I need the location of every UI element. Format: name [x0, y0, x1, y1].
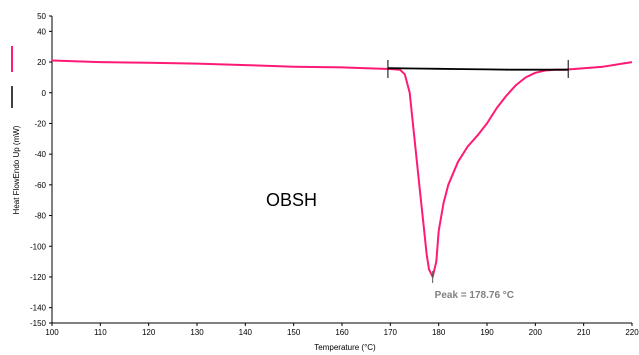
x-tick-label: 200 [529, 328, 543, 337]
y-tick-label: 50 [37, 12, 46, 21]
y-tick-label: -100 [30, 242, 47, 251]
x-tick-label: 190 [480, 328, 494, 337]
series-group [51, 59, 633, 278]
y-tick-label: -150 [30, 319, 47, 328]
x-tick-label: 100 [45, 328, 59, 337]
y-tick-label: -40 [34, 150, 46, 159]
x-tick-label: 180 [432, 328, 446, 337]
y-tick-label: -80 [34, 212, 46, 221]
x-tick-label: 120 [142, 328, 156, 337]
series-line-2 [387, 67, 569, 71]
x-tick-label: 160 [335, 328, 349, 337]
x-tick-label: 140 [239, 328, 253, 337]
sample-label: OBSH [266, 190, 317, 210]
y-tick-label: -20 [34, 119, 46, 128]
y-axis-title: Heat FlowEndo Up (mW) [12, 125, 21, 214]
x-tick-label: 130 [190, 328, 204, 337]
y-tick-label: -140 [30, 304, 47, 313]
x-tick-label: 150 [287, 328, 301, 337]
series-line-1 [51, 59, 633, 278]
x-tick-label: 210 [577, 328, 591, 337]
x-tick-label: 220 [625, 328, 639, 337]
y-tick-label: 0 [42, 89, 47, 98]
y-tick-label: 20 [37, 58, 46, 67]
peak-label: Peak = 178.76 °C [435, 290, 514, 301]
y-tick-label: -60 [34, 181, 46, 190]
x-tick-label: 170 [384, 328, 398, 337]
x-axis-title: Temperature (°C) [314, 343, 376, 352]
axes [49, 15, 633, 326]
y-tick-label: -120 [30, 273, 47, 282]
x-tick-label: 110 [94, 328, 107, 337]
y-tick-label: 40 [37, 27, 46, 36]
